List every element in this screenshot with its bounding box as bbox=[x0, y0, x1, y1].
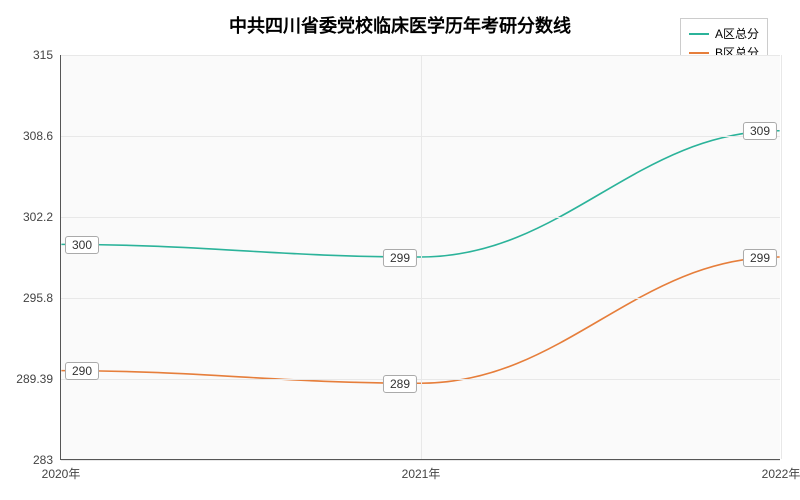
y-axis-tick: 308.6 bbox=[23, 129, 61, 143]
chart-container: 中共四川省委党校临床医学历年考研分数线 A区总分 B区总分 283289.392… bbox=[0, 0, 800, 500]
x-axis-tick: 2021年 bbox=[402, 459, 441, 482]
data-point-label: 289 bbox=[383, 375, 417, 393]
data-point-label: 290 bbox=[65, 362, 99, 380]
data-point-label: 299 bbox=[743, 249, 777, 267]
y-axis-tick: 289.39 bbox=[16, 372, 61, 386]
y-axis-tick: 302.2 bbox=[23, 210, 61, 224]
data-point-label: 299 bbox=[383, 249, 417, 267]
x-axis-tick: 2020年 bbox=[42, 459, 81, 482]
legend-swatch-b bbox=[689, 52, 709, 54]
y-axis-tick: 315 bbox=[33, 48, 61, 62]
legend-swatch-a bbox=[689, 33, 709, 35]
legend-label-a: A区总分 bbox=[715, 25, 759, 42]
y-axis-tick: 295.8 bbox=[23, 291, 61, 305]
grid-line-v bbox=[421, 55, 422, 459]
x-axis-tick: 2022年 bbox=[762, 459, 800, 482]
grid-line-v bbox=[781, 55, 782, 459]
legend-item: A区总分 bbox=[689, 25, 759, 42]
data-point-label: 309 bbox=[743, 122, 777, 140]
data-point-label: 300 bbox=[65, 236, 99, 254]
plot-area: 283289.39295.8302.2308.63152020年2021年202… bbox=[60, 55, 780, 460]
